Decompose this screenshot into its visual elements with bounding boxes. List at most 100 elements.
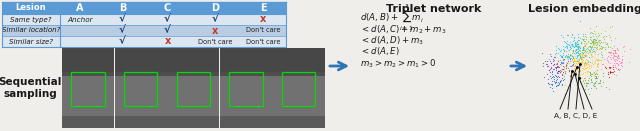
Point [559, 70, 570, 72]
Point [547, 80, 557, 82]
Point [580, 67, 591, 69]
Point [553, 84, 563, 86]
Point [553, 58, 563, 61]
Point [606, 71, 616, 73]
Point [574, 61, 584, 63]
Point [561, 42, 571, 45]
Point [586, 78, 596, 81]
Point [577, 49, 587, 51]
Point [570, 41, 580, 43]
Point [552, 84, 562, 86]
Point [597, 63, 607, 65]
Point [561, 45, 571, 47]
Point [586, 78, 596, 80]
Point [605, 71, 615, 73]
Point [579, 78, 589, 81]
Point [614, 59, 624, 62]
Point [591, 47, 601, 50]
Point [559, 49, 570, 51]
Point [552, 60, 563, 62]
Point [584, 64, 594, 66]
Point [607, 25, 617, 27]
Point [592, 69, 602, 71]
Text: B: B [119, 3, 126, 13]
Point [570, 44, 580, 46]
Point [593, 53, 603, 55]
Point [581, 42, 591, 44]
Point [577, 73, 587, 75]
Text: E: E [260, 3, 266, 13]
Point [613, 64, 623, 66]
Point [552, 76, 563, 78]
Point [588, 40, 598, 42]
Point [583, 52, 593, 54]
Point [554, 70, 564, 72]
Point [579, 62, 589, 64]
Point [571, 48, 581, 51]
Point [606, 47, 616, 49]
Point [550, 81, 560, 83]
Point [575, 61, 586, 63]
Point [561, 67, 571, 69]
Point [585, 42, 595, 44]
Point [613, 57, 623, 59]
Point [568, 55, 579, 57]
Point [557, 68, 568, 70]
Point [593, 35, 604, 37]
Point [557, 74, 567, 76]
Point [564, 53, 575, 55]
Point [575, 20, 586, 22]
Point [564, 62, 575, 64]
Point [574, 59, 584, 62]
Point [570, 48, 580, 51]
Point [551, 85, 561, 87]
Text: Don't care: Don't care [198, 39, 232, 45]
Point [580, 77, 590, 79]
Point [558, 59, 568, 61]
Point [549, 63, 559, 65]
Point [608, 57, 618, 59]
Text: Similar size?: Similar size? [9, 39, 53, 45]
Point [577, 77, 587, 79]
Point [576, 42, 586, 44]
Point [561, 57, 572, 59]
Text: Anchor: Anchor [67, 17, 93, 23]
Point [586, 63, 596, 66]
Point [577, 56, 588, 58]
Point [582, 82, 592, 84]
Point [580, 33, 590, 35]
Point [573, 67, 584, 69]
Point [605, 62, 616, 64]
Point [609, 70, 619, 72]
Bar [2, 14, 286, 25]
Point [582, 47, 593, 49]
Point [595, 51, 605, 53]
Point [604, 67, 614, 69]
Point [578, 38, 588, 40]
Point [555, 72, 565, 74]
Point [618, 46, 628, 48]
Point [610, 37, 620, 39]
Point [577, 59, 588, 61]
Point [570, 60, 580, 62]
Point [545, 68, 556, 70]
Point [602, 59, 612, 61]
Point [583, 46, 593, 48]
Point [587, 73, 597, 76]
Point [573, 50, 583, 52]
Point [573, 39, 584, 41]
Point [581, 43, 591, 46]
Point [573, 58, 584, 60]
Point [586, 87, 596, 89]
Text: x: x [164, 37, 171, 47]
Point [554, 48, 564, 50]
Point [554, 82, 564, 84]
Point [559, 93, 570, 95]
Point [583, 61, 593, 63]
Point [600, 30, 610, 32]
Point [586, 42, 596, 44]
Point [577, 60, 588, 62]
Point [563, 67, 573, 69]
Point [557, 84, 567, 86]
Point [586, 59, 596, 61]
